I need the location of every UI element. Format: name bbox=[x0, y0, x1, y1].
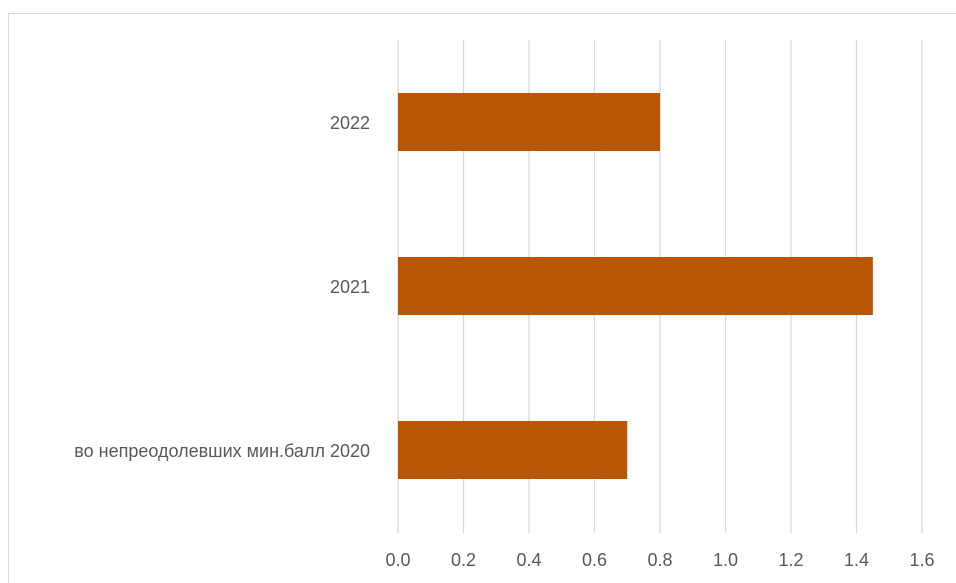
x-tick-label: 0.4 bbox=[516, 550, 541, 570]
chart-frame bbox=[8, 13, 956, 583]
bar bbox=[398, 257, 873, 315]
x-tick-label: 1.4 bbox=[844, 550, 869, 570]
x-tick-label: 0.0 bbox=[385, 550, 410, 570]
x-tick-label: 0.2 bbox=[451, 550, 476, 570]
bar bbox=[398, 93, 660, 151]
x-axis-tick-labels: 0.0 0.2 0.4 0.6 0.8 1.0 1.2 1.4 1.6 bbox=[385, 550, 934, 570]
bars bbox=[398, 93, 873, 479]
x-tick-label: 0.8 bbox=[647, 550, 672, 570]
category-label: 2022 bbox=[330, 113, 370, 133]
x-tick-label: 1.2 bbox=[778, 550, 803, 570]
x-tick-label: 1.0 bbox=[713, 550, 738, 570]
x-tick-label: 0.6 bbox=[582, 550, 607, 570]
category-label: во непреодолевших мин.балл 2020 bbox=[74, 441, 370, 461]
x-tick-label: 1.6 bbox=[909, 550, 934, 570]
bar bbox=[398, 421, 628, 479]
y-axis-category-labels: во непреодолевших мин.балл 2020 2021 2022 bbox=[74, 113, 370, 461]
category-label: 2021 bbox=[330, 277, 370, 297]
